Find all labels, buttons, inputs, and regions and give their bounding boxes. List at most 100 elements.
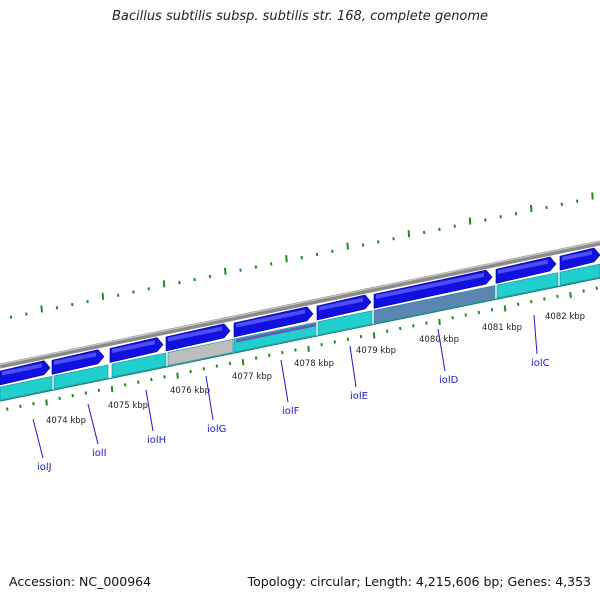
gene-label[interactable]: iolC <box>531 358 550 369</box>
minor-tick <box>97 388 101 392</box>
minor-tick <box>71 302 74 307</box>
scale-label: 4074 kbp <box>46 416 86 426</box>
gene-label[interactable]: iolH <box>147 435 166 446</box>
gene-leader-line <box>87 403 99 445</box>
cds-track <box>0 247 600 386</box>
gene-segment[interactable] <box>167 338 234 366</box>
scale-label: 4077 kbp <box>232 372 272 382</box>
backbone-ring <box>0 240 600 369</box>
gene-leader-line <box>437 328 446 372</box>
gene-label[interactable]: iolG <box>207 424 226 435</box>
backbone-line <box>0 240 600 369</box>
gene-label[interactable]: iolJ <box>37 462 52 473</box>
gene-track <box>0 263 600 402</box>
minor-tick <box>193 277 196 282</box>
major-tick <box>569 292 572 299</box>
minor-tick <box>281 351 284 355</box>
outer-tick-ring <box>9 192 594 319</box>
cds-arrow-shine <box>2 363 42 376</box>
minor-tick <box>582 289 585 293</box>
gene-label[interactable]: iolE <box>350 391 368 402</box>
major-tick <box>530 204 533 213</box>
minor-tick <box>254 356 258 360</box>
gene-label[interactable]: iolF <box>282 406 300 417</box>
cds-arrow-shine <box>54 352 96 365</box>
major-tick <box>591 192 594 200</box>
gene-segment[interactable] <box>0 375 53 401</box>
minor-tick <box>294 348 297 352</box>
minor-tick <box>71 393 74 398</box>
minor-tick <box>19 404 22 409</box>
gene-segment[interactable] <box>373 285 496 324</box>
major-tick <box>224 267 227 275</box>
minor-tick <box>116 293 120 297</box>
gene-label[interactable]: iolI <box>92 448 107 459</box>
minor-tick <box>543 297 546 301</box>
gene-leader-line <box>205 375 214 421</box>
gene-segment[interactable] <box>111 352 167 378</box>
cds-arrow-shine <box>376 272 484 299</box>
minor-tick <box>530 299 533 304</box>
minor-tick <box>399 326 402 331</box>
minor-tick <box>132 290 135 294</box>
minor-tick <box>499 215 502 219</box>
major-tick <box>503 305 507 312</box>
minor-tick <box>385 329 389 333</box>
minor-tick <box>412 324 415 328</box>
cds-arrow-shine <box>562 250 592 261</box>
minor-tick <box>333 340 336 344</box>
gene-segment[interactable] <box>559 263 600 286</box>
major-tick <box>285 255 288 263</box>
minor-tick <box>58 396 61 400</box>
minor-tick <box>163 375 166 379</box>
major-tick <box>176 372 179 379</box>
minor-tick <box>147 287 150 291</box>
gene-segment[interactable] <box>496 272 559 299</box>
gene-segment[interactable] <box>317 310 373 336</box>
minor-tick <box>215 364 219 368</box>
major-tick <box>45 399 48 406</box>
gene-leader-line <box>145 389 154 432</box>
minor-tick <box>477 310 481 315</box>
backbone-highlight <box>0 240 600 366</box>
minor-tick <box>545 205 548 210</box>
map-title: Bacillus subtilis subsp. subtilis str. 1… <box>111 9 489 24</box>
minor-tick <box>208 274 212 279</box>
gene-track-edge <box>0 277 600 402</box>
minor-tick <box>189 369 192 374</box>
major-tick <box>162 280 166 288</box>
minor-tick <box>464 313 467 317</box>
minor-tick <box>425 321 428 325</box>
scale-label: 4082 kbp <box>545 312 585 322</box>
minor-tick <box>84 391 88 395</box>
cds-arrow-shine <box>168 326 222 342</box>
scale-label: 4078 kbp <box>294 359 334 369</box>
minor-tick <box>484 218 487 222</box>
minor-tick <box>300 255 303 260</box>
gene-label[interactable]: iolD <box>439 375 459 386</box>
major-tick <box>438 318 441 326</box>
gene-segment[interactable] <box>53 364 109 390</box>
minor-tick <box>514 212 518 216</box>
major-tick <box>241 359 245 366</box>
minor-tick <box>490 308 494 312</box>
minor-tick <box>438 227 441 232</box>
minor-tick <box>359 334 363 339</box>
minor-tick <box>25 312 28 316</box>
minor-tick <box>269 262 273 266</box>
minor-tick <box>32 402 35 406</box>
major-tick <box>468 217 472 225</box>
gene-labels: iolJ iolI iolH iolG iolF iolE iolD iolC <box>32 314 550 473</box>
major-tick <box>110 385 114 393</box>
minor-tick <box>377 240 380 244</box>
major-tick <box>40 305 43 313</box>
minor-tick <box>228 361 232 366</box>
gene-leader-line <box>349 345 357 388</box>
scale-label: 4076 kbp <box>170 386 210 396</box>
gene-leader-line <box>32 418 44 459</box>
minor-tick <box>560 202 564 206</box>
inner-tick-ring <box>6 286 598 411</box>
minor-tick <box>86 299 89 304</box>
